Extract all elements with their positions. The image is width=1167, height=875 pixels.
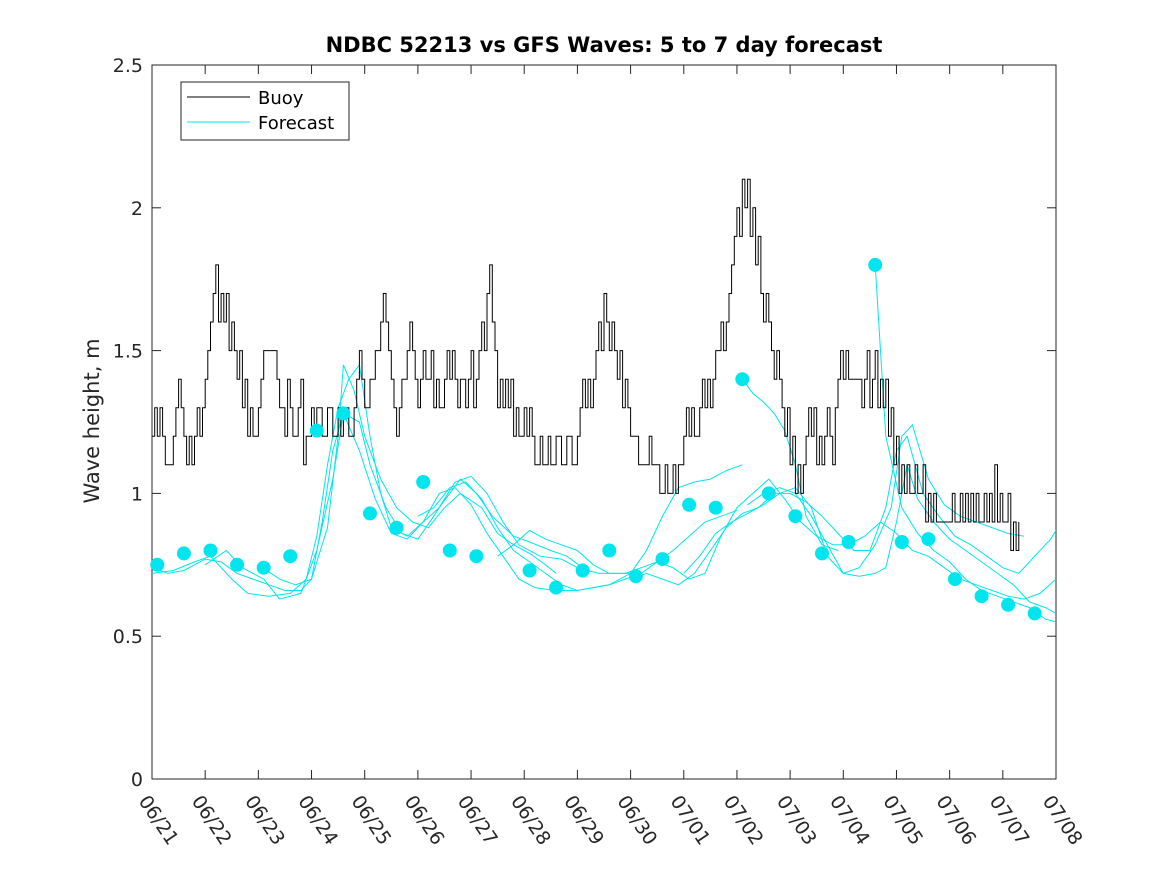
forecast-marker: [203, 543, 218, 558]
forecast-marker: [735, 372, 750, 387]
legend-box: [180, 81, 350, 141]
forecast-marker: [682, 497, 697, 512]
forecast-marker: [948, 572, 962, 587]
y-tick-label: 0.5: [113, 626, 143, 648]
forecast-marker: [416, 475, 431, 489]
forecast-marker: [628, 569, 643, 584]
forecast-marker: [575, 563, 590, 578]
forecast-marker: [921, 532, 936, 547]
forecast-marker: [176, 546, 191, 561]
forecast-marker: [522, 563, 537, 578]
forecast-marker: [655, 552, 670, 567]
forecast-marker: [549, 580, 564, 595]
forecast-marker: [283, 549, 298, 564]
forecast-marker: [788, 509, 803, 524]
forecast-series-line: [417, 464, 743, 592]
forecast-marker: [974, 589, 989, 604]
forecast-marker: [602, 543, 617, 558]
forecast-marker: [150, 557, 165, 572]
forecast-marker: [894, 535, 909, 549]
legend: Buoy Forecast: [180, 81, 350, 141]
chart-title: NDBC 52213 vs GFS Waves: 5 to 7 day fore…: [326, 33, 883, 57]
forecast-marker: [336, 406, 351, 421]
forecast-series-line: [874, 264, 1057, 623]
forecast-marker: [309, 423, 324, 438]
forecast-marker: [841, 535, 856, 549]
y-tick-label: 1.5: [113, 341, 143, 363]
forecast-marker: [815, 546, 829, 561]
forecast-series-line: [630, 435, 1057, 586]
forecast-marker: [469, 549, 484, 564]
plot-area-frame: [151, 64, 1057, 780]
y-tick-label: 0: [131, 769, 143, 791]
buoy-series-line: [152, 178, 1020, 551]
forecast-marker: [256, 560, 271, 575]
legend-buoy-label: Buoy: [258, 88, 304, 109]
forecast-marker: [389, 520, 404, 535]
y-tick-label: 2: [131, 198, 143, 220]
forecast-marker: [230, 557, 245, 572]
y-axis-label: Wave height, m: [80, 338, 104, 503]
forecast-marker: [442, 543, 457, 558]
forecast-marker: [708, 500, 723, 515]
forecast-marker: [868, 257, 883, 272]
forecast-marker: [363, 506, 377, 521]
forecast-marker: [761, 486, 776, 501]
forecast-series-line: [151, 364, 557, 591]
forecast-marker: [1027, 606, 1042, 621]
legend-forecast-label: Forecast: [258, 113, 334, 134]
y-tick-label: 1: [131, 483, 143, 505]
forecast-marker: [1001, 597, 1016, 612]
y-tick-label: 2.5: [113, 55, 143, 77]
series-layer: [150, 178, 1057, 623]
